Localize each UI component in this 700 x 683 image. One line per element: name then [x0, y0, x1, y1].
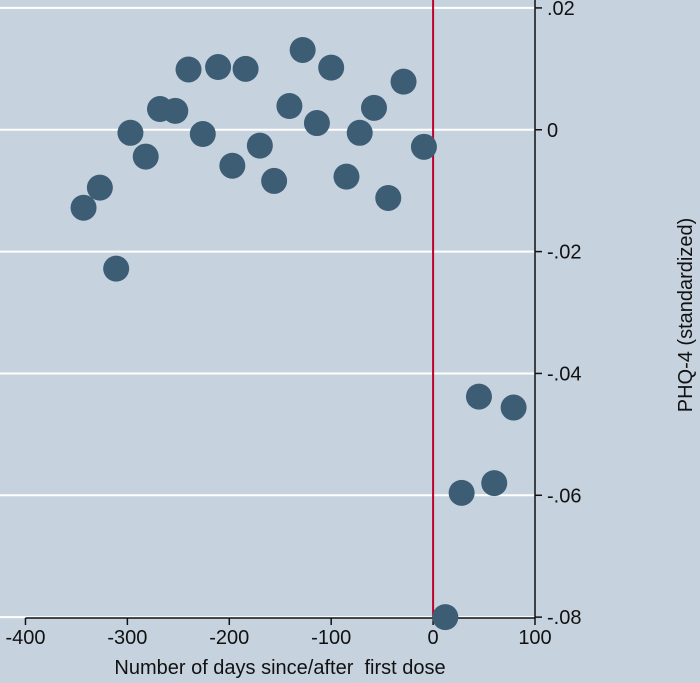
point — [189, 121, 216, 148]
point — [205, 54, 232, 81]
point — [103, 255, 130, 282]
point — [303, 110, 330, 137]
point — [132, 143, 159, 170]
point — [70, 194, 97, 221]
point — [465, 383, 492, 410]
point — [117, 119, 144, 146]
y-axis-title: PHQ-4 (standardized) — [675, 218, 697, 413]
y-tick-label: 0 — [547, 120, 558, 142]
y-tick-label: -.06 — [547, 485, 581, 507]
point — [481, 470, 508, 497]
y-tick-label: -.02 — [547, 242, 581, 264]
point — [432, 604, 459, 631]
point — [390, 68, 417, 95]
point — [232, 55, 259, 82]
x-tick-label: -200 — [209, 627, 249, 649]
point — [289, 36, 316, 63]
x-axis-title: Number of days since/after first dose — [114, 657, 445, 679]
point — [318, 54, 345, 81]
point — [219, 152, 246, 179]
x-tick-label: 100 — [518, 627, 551, 649]
point — [346, 119, 373, 146]
point — [500, 394, 527, 421]
y-tick-label: -.04 — [547, 363, 581, 385]
point — [261, 167, 288, 194]
point — [246, 132, 273, 159]
point — [410, 133, 437, 160]
x-tick-label: 0 — [428, 627, 439, 649]
point — [86, 174, 113, 201]
x-tick-label: -300 — [107, 627, 147, 649]
point — [276, 93, 303, 120]
point — [360, 94, 387, 121]
y-tick-label: .02 — [547, 0, 575, 20]
point — [375, 184, 402, 211]
x-tick-label: -100 — [311, 627, 351, 649]
point — [448, 479, 475, 506]
point — [175, 56, 202, 83]
x-tick-label: -400 — [5, 627, 45, 649]
point — [333, 163, 360, 190]
point — [162, 97, 189, 124]
y-tick-label: -.08 — [547, 607, 581, 629]
